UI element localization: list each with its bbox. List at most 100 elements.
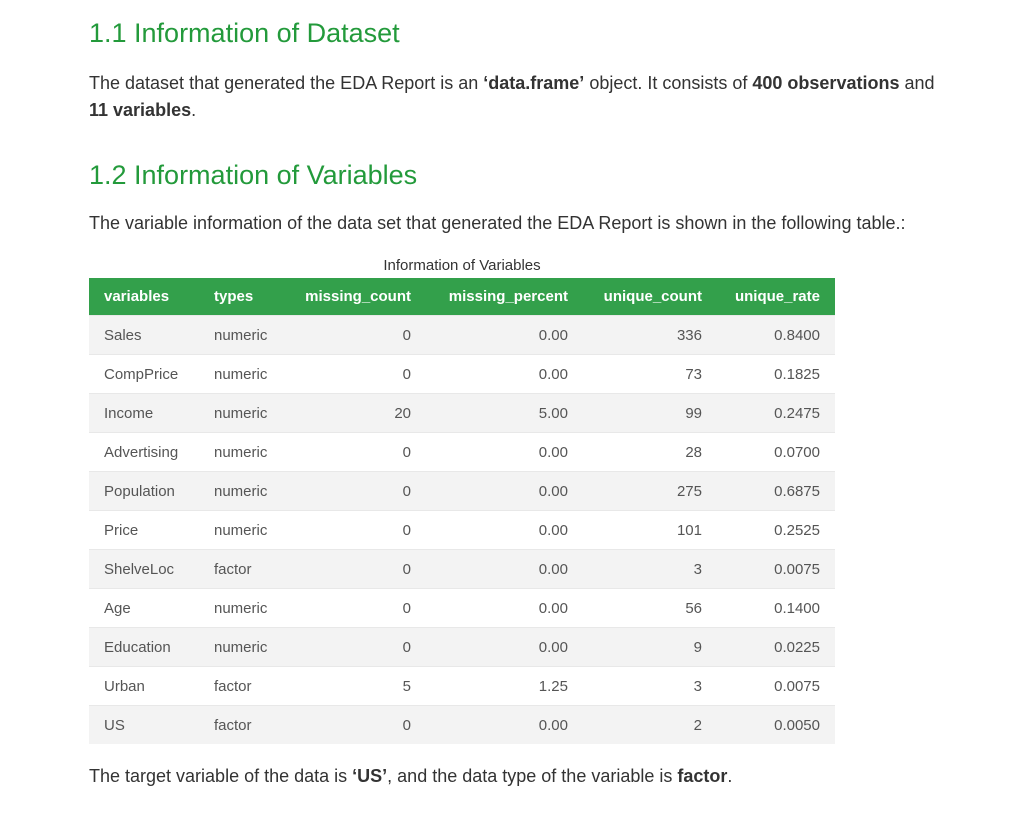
column-header-types: types (214, 288, 254, 305)
section-heading-variables: 1.2 Information of Variables (89, 160, 418, 190)
target-variable: ‘US’ (352, 766, 388, 786)
table-row: Price numeric 0 0.00 101 0.2525 (89, 510, 835, 550)
cell-missing-count: 0 (289, 471, 426, 511)
cell-unique-count: 28 (583, 432, 717, 472)
column-header-unique-rate: unique_rate (734, 288, 820, 305)
cell-type: numeric (199, 393, 289, 433)
cell-missing-count: 20 (289, 393, 426, 433)
cell-unique-rate: 0.0225 (717, 627, 835, 667)
cell-missing-count: 0 (289, 627, 426, 667)
cell-unique-count: 101 (583, 510, 717, 550)
table-row: Population numeric 0 0.00 275 0.6875 (89, 471, 835, 511)
cell-missing-count: 0 (289, 432, 426, 472)
cell-unique-count: 275 (583, 471, 717, 511)
table-header-row: variables types missing_count missing_pe… (89, 278, 835, 316)
table-body: Sales numeric 0 0.00 336 0.8400 CompPrice numer… (89, 315, 835, 744)
cell-missing-count: 0 (289, 315, 426, 355)
cell-unique-count: 56 (583, 588, 717, 628)
cell-variable: Urban (89, 666, 199, 706)
target-description: The target variable of the data is ‘US’,… (89, 763, 979, 790)
table-row: US factor 0 0.00 2 0.0050 (89, 705, 835, 744)
dataset-observations: 400 observations (752, 73, 900, 93)
cell-missing-count: 0 (289, 354, 426, 394)
column-header-missing-count: missing_count (305, 288, 411, 305)
cell-missing-percent: 0.00 (426, 471, 583, 511)
cell-unique-rate: 0.6875 (717, 471, 835, 511)
cell-missing-percent: 0.00 (426, 627, 583, 667)
cell-missing-percent: 0.00 (426, 432, 583, 472)
target-text-1: The target variable of the data is (89, 766, 353, 786)
cell-variable: Age (89, 588, 199, 628)
cell-variable: Price (89, 510, 199, 550)
table-row: Education numeric 0 0.00 9 0.0225 (89, 627, 835, 667)
dataset-text-1: The dataset that generated the EDA Repor… (89, 73, 484, 93)
dataset-text-3: and (899, 73, 935, 93)
dataset-text-2: object. It consists of (584, 73, 753, 93)
cell-unique-count: 99 (583, 393, 717, 433)
cell-variable: Sales (89, 315, 199, 355)
variables-table: variables types missing_count missing_pe… (89, 278, 835, 744)
cell-missing-percent: 0.00 (426, 705, 583, 744)
cell-missing-count: 5 (289, 666, 426, 706)
dataset-text-4: . (191, 100, 197, 120)
cell-unique-count: 336 (583, 315, 717, 355)
cell-unique-rate: 0.1825 (717, 354, 835, 394)
table-row: Sales numeric 0 0.00 336 0.8400 (89, 315, 835, 355)
dataset-object-type: ‘data.frame’ (483, 73, 585, 93)
cell-variable: Advertising (89, 432, 199, 472)
cell-variable: Education (89, 627, 199, 667)
cell-unique-rate: 0.0700 (717, 432, 835, 472)
cell-variable: US (89, 705, 199, 744)
dataset-variables: 11 variables (89, 100, 192, 120)
cell-missing-count: 0 (289, 588, 426, 628)
cell-unique-rate: 0.0075 (717, 666, 835, 706)
cell-unique-count: 3 (583, 666, 717, 706)
cell-unique-rate: 0.1400 (717, 588, 835, 628)
dataset-description: The dataset that generated the EDA Repor… (89, 70, 979, 124)
cell-type: numeric (199, 471, 289, 511)
table-row: CompPrice numeric 0 0.00 73 0.1825 (89, 354, 835, 394)
cell-missing-percent: 1.25 (426, 666, 583, 706)
cell-unique-rate: 0.0050 (717, 705, 835, 744)
cell-type: numeric (199, 627, 289, 667)
cell-missing-percent: 0.00 (426, 354, 583, 394)
variables-description: The variable information of the data set… (89, 213, 906, 233)
table-row: Urban factor 5 1.25 3 0.0075 (89, 666, 835, 706)
cell-unique-count: 73 (583, 354, 717, 394)
column-header-unique-count: unique_count (603, 288, 702, 305)
cell-type: factor (199, 549, 289, 589)
cell-unique-count: 3 (583, 549, 717, 589)
section-heading-dataset: 1.1 Information of Dataset (89, 18, 400, 48)
cell-type: numeric (199, 354, 289, 394)
cell-missing-count: 0 (289, 705, 426, 744)
cell-unique-rate: 0.0075 (717, 549, 835, 589)
target-type: factor (677, 766, 728, 786)
cell-missing-count: 0 (289, 549, 426, 589)
cell-unique-rate: 0.8400 (717, 315, 835, 355)
cell-variable: Income (89, 393, 199, 433)
cell-variable: Population (89, 471, 199, 511)
cell-type: numeric (199, 588, 289, 628)
table-row: ShelveLoc factor 0 0.00 3 0.0075 (89, 549, 835, 589)
column-header-variables: variables (104, 288, 170, 305)
cell-missing-percent: 0.00 (426, 510, 583, 550)
cell-unique-count: 9 (583, 627, 717, 667)
cell-type: numeric (199, 315, 289, 355)
cell-type: numeric (199, 432, 289, 472)
cell-variable: CompPrice (89, 354, 199, 394)
table-row: Advertising numeric 0 0.00 28 0.0700 (89, 432, 835, 472)
cell-unique-count: 2 (583, 705, 717, 744)
target-text-2: , and the data type of the variable is (387, 766, 678, 786)
column-header-missing-percent: missing_percent (448, 288, 568, 305)
cell-type: factor (199, 705, 289, 744)
table-row: Income numeric 20 5.00 99 0.2475 (89, 393, 835, 433)
cell-unique-rate: 0.2475 (717, 393, 835, 433)
cell-missing-percent: 0.00 (426, 549, 583, 589)
table-row: Age numeric 0 0.00 56 0.1400 (89, 588, 835, 628)
cell-missing-percent: 5.00 (426, 393, 583, 433)
target-text-3: . (727, 766, 733, 786)
cell-variable: ShelveLoc (89, 549, 199, 589)
table-caption: Information of Variables (383, 257, 541, 274)
cell-missing-percent: 0.00 (426, 315, 583, 355)
cell-missing-count: 0 (289, 510, 426, 550)
